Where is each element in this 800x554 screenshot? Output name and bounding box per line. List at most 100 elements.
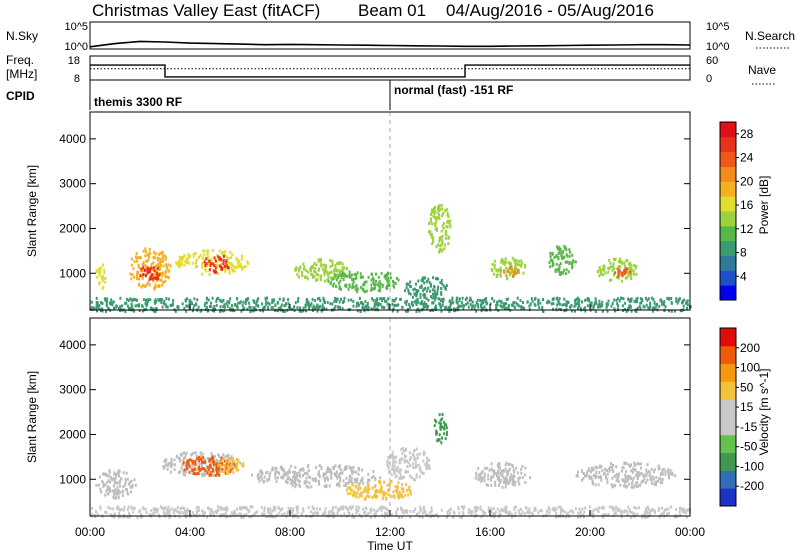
velocity-cell: [671, 473, 674, 477]
velocity-cell: [350, 476, 353, 480]
velocity-cell: [632, 476, 635, 480]
velocity-cell: [342, 479, 345, 483]
velocity-cell: [362, 507, 365, 511]
velocity-cell: [281, 468, 284, 472]
velocity-cell: [479, 472, 482, 476]
velocity-cell: [166, 507, 169, 511]
velocity-cell: [490, 478, 492, 482]
velocity-cell: [334, 464, 337, 468]
velocity-cell: [126, 477, 129, 481]
velocity-cell: [268, 474, 271, 478]
velocity-cell: [320, 465, 323, 469]
velocity-cell: [240, 507, 242, 511]
power-cell: [162, 301, 165, 305]
power-cell: [563, 297, 566, 301]
power-cell: [309, 304, 312, 308]
power-cell: [319, 299, 322, 303]
power-cell: [336, 261, 339, 265]
velocity-cell: [390, 473, 393, 477]
power-cell: [441, 234, 444, 238]
velocity-cell: [598, 475, 600, 479]
velocity-cell: [513, 470, 516, 474]
power-cell: [206, 305, 208, 309]
power-cell: [164, 257, 167, 261]
power-cell: [278, 297, 281, 301]
power-cell: [617, 276, 620, 280]
velocity-cell: [392, 490, 395, 494]
power-cell: [144, 264, 147, 268]
power-cell: [158, 285, 161, 288]
velocity-cell: [606, 513, 609, 517]
power-cell: [100, 266, 103, 270]
velocity-cell: [323, 513, 325, 516]
power-cell: [235, 266, 238, 270]
velocity-cell: [649, 513, 652, 517]
velocity-cell: [295, 507, 298, 511]
velocity-cell: [487, 477, 490, 481]
power-cell: [423, 287, 426, 291]
power-cell: [511, 275, 514, 278]
velocity-cell: [528, 507, 531, 511]
velocity-cell: [653, 509, 656, 513]
velocity-cell: [150, 513, 153, 517]
power-cell: [126, 304, 129, 308]
velocity-cell: [369, 515, 372, 519]
velocity-cell: [239, 513, 242, 517]
power-cell: [336, 297, 339, 301]
power-cell: [618, 269, 621, 273]
velocity-cell: [104, 493, 107, 497]
velocity-cell: [497, 471, 500, 475]
power-cell: [608, 278, 611, 282]
velocity-cell: [624, 478, 627, 481]
velocity-cell: [348, 474, 351, 478]
power-cell: [211, 296, 214, 300]
power-cell: [352, 304, 355, 308]
power-cell: [480, 303, 482, 307]
power-cell: [435, 306, 438, 310]
power-cell: [507, 306, 510, 310]
power-cell: [209, 264, 212, 268]
velocity-cell: [409, 458, 412, 461]
velocity-cell: [379, 480, 382, 484]
power-cell: [523, 307, 525, 310]
velocity-cell: [630, 477, 632, 481]
power-cell: [352, 299, 355, 303]
power-cell: [431, 242, 434, 246]
power-cell: [606, 309, 609, 313]
velocity-cell: [371, 476, 373, 479]
velocity-cell: [626, 484, 628, 488]
velocity-cell: [295, 483, 298, 487]
power-cell: [449, 225, 452, 229]
velocity-cell: [425, 456, 428, 460]
power-cell: [299, 265, 302, 269]
power-cell: [437, 243, 439, 247]
power-cell: [154, 285, 157, 289]
velocity-cell: [393, 494, 396, 498]
velocity-cell: [153, 510, 156, 514]
velocity-cell: [188, 464, 191, 468]
power-cell: [298, 307, 301, 311]
power-cell: [500, 260, 503, 264]
power-cell: [653, 302, 656, 306]
noise-sky-label: N.Sky: [6, 29, 38, 43]
power-cell: [610, 304, 613, 308]
power-cell: [333, 299, 336, 303]
velocity-cell: [418, 452, 421, 456]
power-cell: [440, 278, 443, 282]
velocity-cell: [520, 513, 522, 517]
velocity-cell: [166, 467, 169, 471]
power-cell: [434, 216, 437, 219]
velocity-cell: [118, 512, 120, 516]
velocity-cell: [282, 473, 285, 477]
power-cell: [517, 304, 520, 308]
power-cell: [620, 271, 623, 275]
velocity-cell: [611, 485, 614, 489]
velocity-cell: [184, 473, 187, 477]
power-cell: [185, 304, 188, 308]
power-cell: [477, 303, 479, 307]
velocity-cell: [367, 472, 370, 476]
power-cell: [628, 269, 631, 272]
velocity-cell: [648, 473, 651, 477]
power-cell: [334, 296, 337, 300]
velocity-cell: [179, 470, 182, 474]
